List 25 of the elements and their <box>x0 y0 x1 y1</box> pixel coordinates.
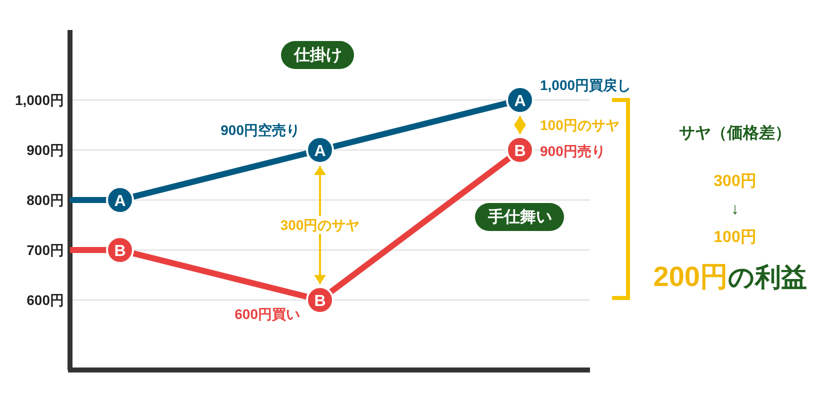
text: 200円 <box>653 261 728 292</box>
annotation: 仕掛け <box>293 46 342 64</box>
text: A <box>514 93 526 110</box>
y-tick-label: 800円 <box>26 192 64 208</box>
annotation: 100円のサヤ <box>540 117 620 133</box>
text: の利益 <box>728 262 807 292</box>
annotation: 300円のサヤ <box>280 217 360 233</box>
text: A <box>114 193 126 210</box>
annotation: 600円買い <box>234 306 300 322</box>
y-tick-label: 600円 <box>26 292 64 308</box>
y-tick-label: 700円 <box>26 242 64 258</box>
text: B <box>514 143 526 160</box>
series-label: A <box>314 143 326 160</box>
text: 100円 <box>714 229 756 246</box>
annotation: 手仕舞い <box>487 208 552 226</box>
y-tick-label: 1,000円 <box>14 92 64 108</box>
text: ↓ <box>731 201 739 218</box>
annotation: 900円売り <box>540 143 606 159</box>
annotation: 1,000円買戻し <box>540 77 632 93</box>
y-tick-label: 900円 <box>26 142 64 158</box>
text: サヤ（価格差） <box>679 124 791 142</box>
text: B <box>314 293 326 310</box>
series-label: B <box>114 243 126 260</box>
annotation: 900円空売り <box>220 122 300 138</box>
text: 300円 <box>714 173 756 190</box>
